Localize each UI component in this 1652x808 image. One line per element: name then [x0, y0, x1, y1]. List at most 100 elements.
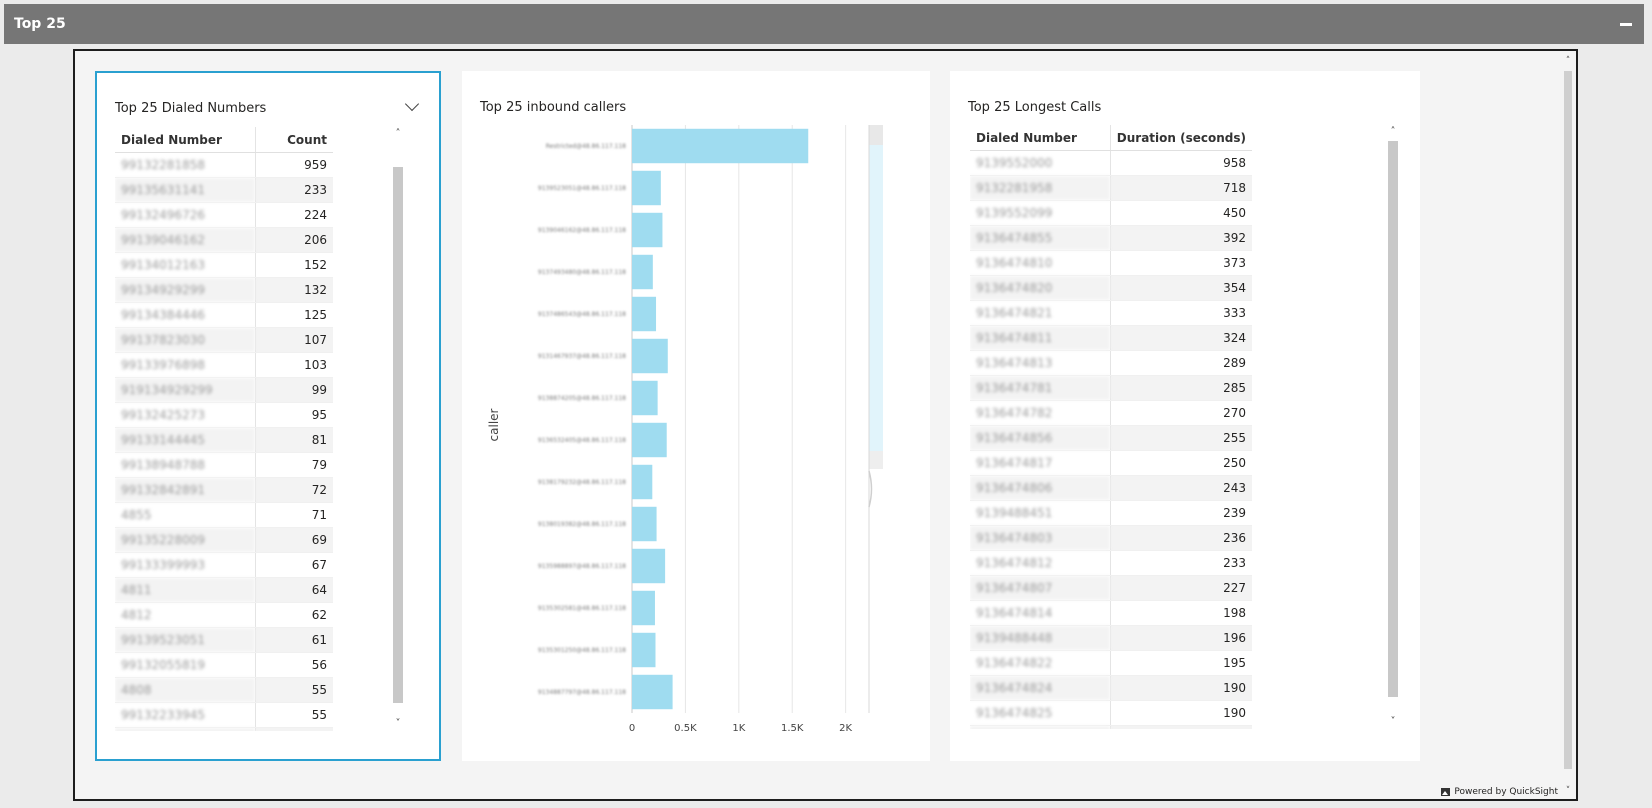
table-row[interactable]: 99135228009 69: [115, 527, 333, 553]
bar[interactable]: [632, 128, 809, 164]
table-row[interactable]: 99132281858 959: [115, 152, 333, 178]
table-row[interactable]: 9139552099 450: [970, 200, 1252, 226]
table-row[interactable]: 919134929299 99: [115, 377, 333, 403]
scroll-up-icon[interactable]: ˄: [1565, 56, 1571, 66]
bar[interactable]: [632, 296, 657, 332]
table-row[interactable]: 99137823030 107: [115, 327, 333, 353]
bar[interactable]: [632, 380, 658, 416]
category-label: 9139046162@48.86.117.118: [538, 227, 626, 234]
dialed-number-cell: 99132233945: [115, 702, 256, 728]
dialed-number-cell: 9136474855: [970, 225, 1111, 251]
count-cell: 55: [255, 677, 333, 703]
bar[interactable]: [632, 338, 668, 374]
bar[interactable]: [632, 254, 653, 290]
dialed-number-cell: 99133399993: [115, 552, 256, 578]
bar[interactable]: [632, 590, 655, 626]
scroll-thumb[interactable]: [393, 167, 403, 703]
table-row[interactable]: 4808 55: [115, 677, 333, 703]
table-row[interactable]: 9136474806 243: [970, 475, 1252, 501]
bar[interactable]: [632, 632, 656, 668]
table-row[interactable]: 99133144445 81: [115, 427, 333, 453]
bar[interactable]: [632, 464, 653, 500]
table-row[interactable]: 99132055819 56: [115, 652, 333, 678]
column-header-dialed-number[interactable]: Dialed Number: [970, 125, 1111, 151]
table-row[interactable]: 99138948788 79: [115, 452, 333, 478]
chart-scroll-track[interactable]: [869, 125, 883, 145]
dialed-number-cell: 99139523051: [115, 627, 256, 653]
table-row[interactable]: 9139488431175: [970, 725, 1252, 729]
table-row[interactable]: 99132496726 224: [115, 202, 333, 228]
dialed-number-cell: 9136474811: [970, 325, 1111, 351]
table-row[interactable]: 9136474821 333: [970, 300, 1252, 326]
collapse-icon[interactable]: [1620, 23, 1632, 26]
bar[interactable]: [632, 422, 667, 458]
category-label: 9134887797@48.86.117.118: [538, 689, 626, 696]
scroll-up-icon[interactable]: ˄: [1390, 126, 1396, 137]
dialed-numbers-visual[interactable]: Top 25 Dialed Numbers Dialed Number Coun…: [95, 71, 441, 761]
table-row[interactable]: 99134384446 125: [115, 302, 333, 328]
chevron-down-icon[interactable]: [404, 96, 420, 112]
table-row[interactable]: 4855 71: [115, 502, 333, 528]
table-row[interactable]: 99132425273 95: [115, 402, 333, 428]
table-row[interactable]: 480154: [115, 727, 333, 731]
table-row[interactable]: 99135631141 233: [115, 177, 333, 203]
table-row[interactable]: 99134929299 132: [115, 277, 333, 303]
table-row[interactable]: 9136474856 255: [970, 425, 1252, 451]
table-row[interactable]: 99132233945 55: [115, 702, 333, 728]
table-row[interactable]: 9136474810 373: [970, 250, 1252, 276]
duration-cell: 958: [1110, 150, 1252, 176]
table-row[interactable]: 9136474820 354: [970, 275, 1252, 301]
chart-scroll-thumb[interactable]: [869, 145, 883, 451]
table-row[interactable]: 9136474781 285: [970, 375, 1252, 401]
scroll-down-icon[interactable]: ˅: [1390, 716, 1396, 727]
longest-calls-visual[interactable]: Top 25 Longest Calls Dialed Number Durat…: [950, 71, 1420, 761]
table-row[interactable]: 9136474855 392: [970, 225, 1252, 251]
table-row[interactable]: 99133399993 67: [115, 552, 333, 578]
bar[interactable]: [632, 674, 673, 710]
inbound-callers-visual[interactable]: Top 25 inbound callers Restricted@48.86.…: [462, 71, 930, 761]
table-row[interactable]: 99133976898 103: [115, 352, 333, 378]
table-row[interactable]: 9136474825 190: [970, 700, 1252, 726]
scroll-down-icon[interactable]: ˅: [395, 718, 401, 729]
duration-cell: 239: [1110, 500, 1252, 526]
table-row[interactable]: 99139046162 206: [115, 227, 333, 253]
table-row[interactable]: 9136474822 195: [970, 650, 1252, 676]
scroll-up-icon[interactable]: ˄: [395, 128, 401, 139]
dialed-numbers-scrollbar[interactable]: ˄ ˅: [391, 127, 405, 731]
table-row[interactable]: 9136474814 198: [970, 600, 1252, 626]
table-row[interactable]: 9136474824 190: [970, 675, 1252, 701]
table-row[interactable]: 9136474807 227: [970, 575, 1252, 601]
table-row[interactable]: 4812 62: [115, 602, 333, 628]
column-header-duration[interactable]: Duration (seconds): [1110, 125, 1252, 151]
table-row[interactable]: 9136474782 270: [970, 400, 1252, 426]
column-header-count[interactable]: Count: [255, 127, 333, 153]
chart-scroll-handle[interactable]: [868, 470, 873, 508]
table-row[interactable]: 9136474803 236: [970, 525, 1252, 551]
bar[interactable]: [632, 506, 657, 542]
chart-scroll-track[interactable]: [869, 451, 883, 469]
table-row[interactable]: 9136474812 233: [970, 550, 1252, 576]
dialed-number-cell: 9136474821: [970, 300, 1111, 326]
table-row[interactable]: 9136474817 250: [970, 450, 1252, 476]
table-row[interactable]: 9139488451 239: [970, 500, 1252, 526]
x-tick-label: 1.5K: [781, 723, 804, 734]
bar[interactable]: [632, 548, 666, 584]
scroll-thumb[interactable]: [1388, 141, 1398, 697]
table-row[interactable]: 9132281958 718: [970, 175, 1252, 201]
table-row[interactable]: 9139488448 196: [970, 625, 1252, 651]
table-row[interactable]: 9136474813 289: [970, 350, 1252, 376]
bar[interactable]: [632, 170, 661, 206]
table-row[interactable]: 4811 64: [115, 577, 333, 603]
table-row[interactable]: 99134012163 152: [115, 252, 333, 278]
longest-calls-scrollbar[interactable]: ˄ ˅: [1386, 125, 1400, 729]
table-row[interactable]: 99132842891 72: [115, 477, 333, 503]
table-row[interactable]: 99139523051 61: [115, 627, 333, 653]
y-axis-title: caller: [487, 408, 501, 441]
page-scrollbar[interactable]: ˄ ˅: [1562, 55, 1574, 797]
table-row[interactable]: 9136474811 324: [970, 325, 1252, 351]
scroll-down-icon[interactable]: ˅: [1565, 786, 1571, 796]
scroll-thumb[interactable]: [1564, 71, 1572, 769]
table-row[interactable]: 9139552000 958: [970, 150, 1252, 176]
column-header-dialed-number[interactable]: Dialed Number: [115, 127, 256, 153]
bar[interactable]: [632, 212, 663, 248]
